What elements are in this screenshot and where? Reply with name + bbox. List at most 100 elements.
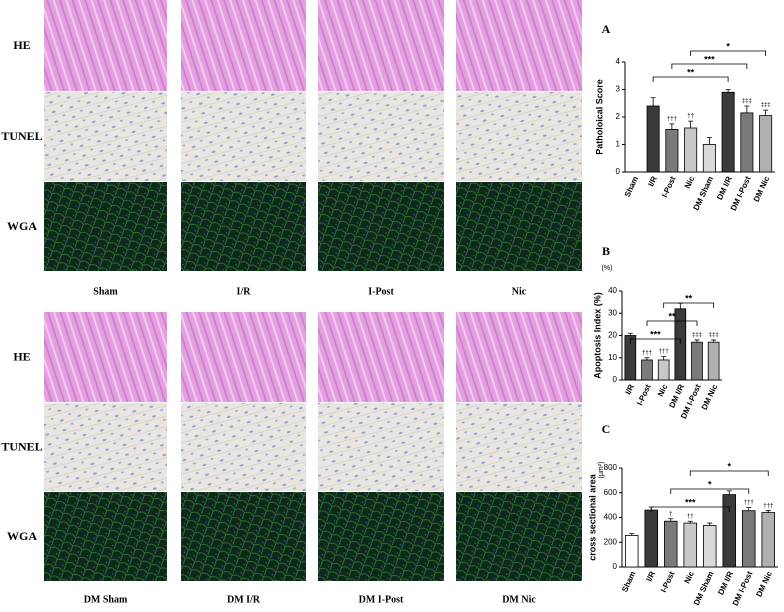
error-bar: [669, 123, 675, 130]
bar: [644, 509, 658, 568]
comparison-label: *: [708, 479, 712, 489]
bar: [721, 91, 735, 173]
bar: [674, 308, 687, 381]
significance-mark: ††: [687, 114, 694, 120]
comparison-bracket: [646, 320, 698, 326]
row-label: HE: [13, 38, 30, 52]
bar: [759, 115, 773, 173]
significance-mark: †††: [667, 116, 677, 122]
error-bar: [746, 507, 752, 511]
y-axis-label: Patholoical Score: [594, 79, 604, 155]
row-label: TUNEL: [1, 129, 42, 143]
y-tick-label: 0: [616, 167, 621, 176]
error-bar: [650, 97, 656, 106]
error-bar: [706, 137, 712, 145]
micrograph: [44, 92, 167, 181]
y-tick-label: 2: [616, 112, 621, 121]
comparison-bracket: [663, 302, 715, 308]
y-axis-unit: (%): [602, 265, 613, 272]
x-tick-label: I/R: [646, 175, 659, 188]
comparison-bracket: [671, 63, 748, 69]
bar: [742, 510, 756, 568]
y-tick-label: 20: [608, 331, 617, 340]
bar: [646, 105, 660, 173]
micrograph: [44, 182, 167, 271]
row-label: TUNEL: [1, 439, 42, 453]
significance-mark: ††: [687, 514, 694, 520]
panel-letter: A: [602, 22, 611, 36]
micrograph: [456, 182, 582, 271]
micrograph: [181, 0, 306, 91]
comparison-label: *: [727, 461, 731, 471]
significance-mark: ‡‡‡: [761, 103, 771, 109]
bar: [703, 525, 717, 568]
comparison-bracket: [689, 470, 769, 476]
micrograph: [44, 492, 167, 581]
micrograph: [318, 492, 444, 581]
x-tick-label: I/R: [624, 383, 637, 396]
comparison-label: **: [668, 311, 676, 321]
micrograph: [318, 403, 444, 491]
significance-mark: †††: [642, 350, 652, 356]
error-bar: [668, 518, 674, 522]
comparison-label: ***: [685, 497, 696, 507]
column-label: DM Nic: [502, 594, 536, 605]
micrograph: [181, 492, 306, 581]
error-bar: [661, 356, 667, 360]
y-tick-label: 0: [613, 375, 618, 384]
comparison-bracket: [690, 50, 767, 56]
comparison-label: **: [687, 67, 695, 77]
error-bar: [644, 357, 650, 360]
micrograph: [456, 403, 582, 491]
significance-mark: †††: [763, 503, 773, 509]
column-label: DM Sham: [84, 594, 128, 605]
bar: [761, 512, 775, 568]
comparison-bracket: [629, 338, 681, 344]
significance-mark: ‡‡‡: [692, 333, 702, 339]
column-label: I/R: [237, 286, 252, 297]
error-bar: [687, 520, 693, 524]
column-label: Nic: [512, 286, 527, 297]
micrograph: [456, 92, 582, 181]
error-bar: [763, 109, 769, 116]
micrograph: [456, 312, 582, 402]
y-tick-label: 40: [608, 286, 617, 295]
micrograph: [44, 312, 167, 402]
comparison-bracket: [652, 76, 729, 82]
bar: [740, 112, 754, 173]
bar: [683, 522, 697, 568]
error-bar: [707, 522, 713, 526]
y-tick-label: 800: [604, 463, 618, 472]
significance-mark: †††: [744, 500, 754, 506]
panel-letter: C: [602, 422, 611, 436]
panel-letter: B: [602, 244, 610, 258]
comparison-label: *: [726, 41, 730, 51]
bar: [691, 341, 703, 381]
x-tick-label: I/R: [644, 570, 657, 583]
y-tick-label: 400: [604, 513, 618, 522]
comparison-label: ***: [704, 54, 715, 64]
column-label: I-Post: [368, 286, 394, 297]
error-bar: [688, 120, 694, 128]
significance-mark: †††: [659, 349, 669, 355]
bar: [722, 494, 736, 568]
micrograph-panels: HE TUNEL WGA Sham I/R I-Post Nic HE TUNEL WGA DM S…: [1, 0, 582, 605]
bar: [657, 359, 670, 381]
y-tick-label: 1: [616, 140, 621, 149]
y-tick-label: 30: [608, 308, 617, 317]
bar: [684, 127, 698, 173]
y-tick-label: 10: [608, 353, 617, 362]
bar: [665, 128, 679, 173]
y-tick-label: 600: [604, 488, 618, 497]
micrograph: [44, 403, 167, 491]
significance-mark: ‡‡‡: [709, 333, 719, 339]
significance-mark: †: [669, 511, 672, 517]
comparison-label: **: [685, 293, 693, 303]
row-label: WGA: [7, 219, 37, 233]
comparison-bracket: [650, 506, 730, 512]
error-bar: [627, 332, 633, 336]
micrograph: [456, 0, 582, 91]
column-label: DM I/R: [227, 594, 261, 605]
y-tick-label: 200: [604, 537, 618, 546]
